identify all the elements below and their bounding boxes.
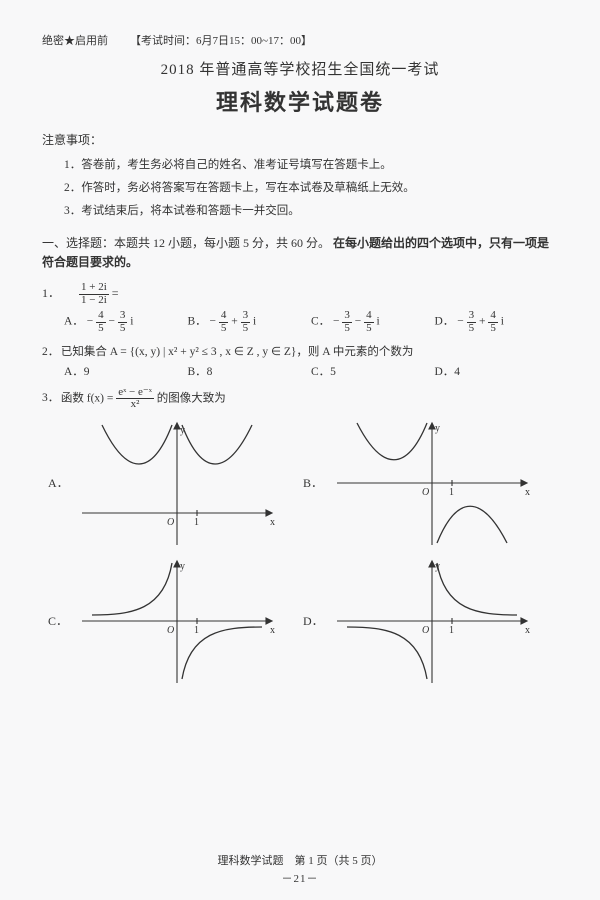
- q2-text: 已知集合 A = {(x, y) | x² + y² ≤ 3 , x ∈ Z ,…: [61, 346, 413, 358]
- svg-text:1: 1: [194, 625, 199, 636]
- q2-number: 2．: [42, 343, 58, 359]
- svg-text:x: x: [525, 625, 530, 636]
- q2-option-c: C．5: [311, 363, 435, 379]
- svg-text:1: 1: [449, 625, 454, 636]
- graph-d: y x O 1: [327, 555, 537, 687]
- equals-sign: =: [109, 286, 119, 300]
- question-2: 2． 已知集合 A = {(x, y) | x² + y² ≤ 3 , x ∈ …: [42, 343, 558, 379]
- header-confidential: 绝密★启用前 【考试时间：6月7日15：00~17：00】: [42, 32, 558, 48]
- option-label: A．: [64, 316, 84, 328]
- graph-c: y x O 1: [72, 555, 282, 687]
- svg-text:y: y: [180, 425, 185, 436]
- svg-text:O: O: [422, 487, 429, 498]
- notice-item: 2．作答时，务必将答案写在答题卡上，写在本试卷及草稿纸上无效。: [64, 179, 558, 195]
- option-label: C．: [311, 316, 330, 328]
- svg-text:y: y: [435, 423, 440, 434]
- q1-expression: 1 + 2i 1 − 2i =: [79, 286, 119, 300]
- q1-frac-den: 1 − 2i: [79, 295, 109, 307]
- option-label: B．: [188, 316, 207, 328]
- q1-option-d: D． − 35 + 45 i: [435, 310, 559, 334]
- q3-number: 3．: [42, 389, 58, 405]
- footer-page-number: －21－: [0, 870, 600, 886]
- sign: −: [87, 316, 94, 328]
- page-title-main: 2018 年普通高等学校招生全国统一考试: [42, 58, 558, 79]
- q1-fraction: 1 + 2i 1 − 2i: [79, 282, 109, 306]
- q2-option-d: D．4: [435, 363, 559, 379]
- svg-text:y: y: [435, 561, 440, 572]
- option-label: D．: [435, 316, 455, 328]
- graph-cell-d: D． y x O 1: [303, 555, 558, 687]
- graph-cell-b: B． y x O 1: [303, 417, 558, 549]
- q3-post: 的图像大致为: [157, 392, 226, 404]
- graph-b: y x O 1: [327, 417, 537, 549]
- svg-text:1: 1: [449, 487, 454, 498]
- page-footer: 理科数学试题 第 1 页（共 5 页） －21－: [0, 852, 600, 886]
- question-3: 3． 函数 f(x) = eˣ − e⁻ˣ x² 的图像大致为: [42, 387, 558, 411]
- graph-a: y x O 1: [72, 417, 282, 549]
- svg-text:O: O: [167, 625, 174, 636]
- svg-text:O: O: [167, 517, 174, 528]
- question-1: 1． 1 + 2i 1 − 2i = A． − 45 − 35 i B． − 4…: [42, 282, 558, 334]
- graph-label-c: C．: [48, 612, 72, 629]
- svg-text:1: 1: [194, 517, 199, 528]
- graph-label-b: B．: [303, 474, 327, 491]
- graph-cell-c: C． y x O 1: [48, 555, 303, 687]
- q3-frac-den: x²: [116, 399, 154, 411]
- graph-label-d: D．: [303, 612, 327, 629]
- graph-cell-a: A． y x O 1: [48, 417, 303, 549]
- section-1-prefix: 一、选择题：本题共 12 小题，每小题 5 分，共 60 分。: [42, 236, 330, 250]
- notice-heading: 注意事项：: [42, 131, 558, 148]
- exam-time: 【考试时间：6月7日15：00~17：00】: [130, 35, 312, 47]
- svg-text:y: y: [180, 561, 185, 572]
- notice-item: 1．答卷前，考生务必将自己的姓名、准考证号填写在答题卡上。: [64, 156, 558, 172]
- q1-option-c: C． − 35 − 45 i: [311, 310, 435, 334]
- section-1-heading: 一、选择题：本题共 12 小题，每小题 5 分，共 60 分。 在每小题给出的四…: [42, 234, 558, 272]
- q2-option-a: A．9: [64, 363, 188, 379]
- svg-text:x: x: [270, 517, 275, 528]
- q2-options: A．9 B．8 C．5 D．4: [64, 363, 558, 379]
- q3-graphs: A． y x O 1 B．: [48, 417, 558, 693]
- footer-line-1: 理科数学试题 第 1 页（共 5 页）: [0, 852, 600, 868]
- q1-number: 1．: [42, 284, 58, 301]
- svg-text:O: O: [422, 625, 429, 636]
- q1-option-b: B． − 45 + 35 i: [188, 310, 312, 334]
- svg-text:x: x: [525, 487, 530, 498]
- notice-list: 1．答卷前，考生务必将自己的姓名、准考证号填写在答题卡上。 2．作答时，务必将答…: [64, 156, 558, 218]
- page-title-sub: 理科数学试题卷: [42, 85, 558, 117]
- q1-options: A． − 45 − 35 i B． − 45 + 35 i C． − 35 − …: [64, 310, 558, 334]
- confidential-text: 绝密★启用前: [42, 35, 108, 47]
- q1-option-a: A． − 45 − 35 i: [64, 310, 188, 334]
- q3-fraction: eˣ − e⁻ˣ x²: [116, 387, 154, 411]
- q3-pre: 函数 f(x) =: [61, 392, 116, 404]
- q2-option-b: B．8: [188, 363, 312, 379]
- graph-label-a: A．: [48, 474, 72, 491]
- notice-item: 3．考试结束后，将本试卷和答题卡一并交回。: [64, 202, 558, 218]
- svg-text:x: x: [270, 625, 275, 636]
